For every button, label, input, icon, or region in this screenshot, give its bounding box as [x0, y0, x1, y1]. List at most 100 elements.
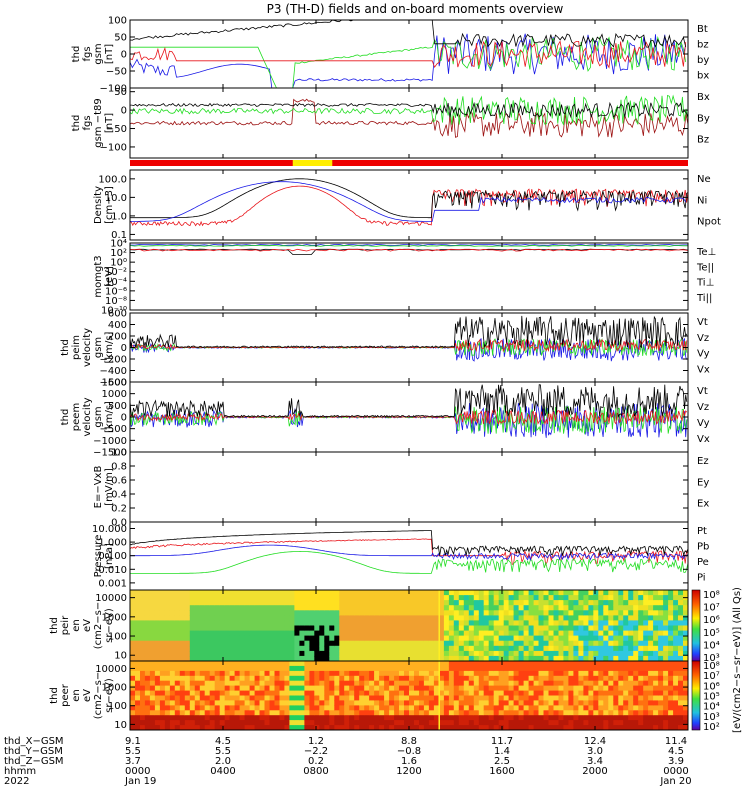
y-tick-label: 1000: [102, 389, 127, 400]
spectrogram-cell: [229, 695, 236, 701]
spectrogram-cell: [658, 725, 664, 730]
spectrogram-cell: [244, 615, 251, 622]
y-axis-label: [cm−3]: [104, 186, 115, 224]
spectrogram-cell: [523, 710, 530, 716]
spectrogram-cell: [453, 700, 460, 706]
spectrogram-cell: [448, 685, 455, 692]
spectrogram-cell: [309, 615, 315, 622]
spectrogram-cell: [399, 600, 405, 606]
spectrogram-cell: [184, 715, 191, 721]
spectrogram-cell: [339, 615, 345, 622]
spectrogram-cell: [259, 665, 266, 672]
spectrogram-cell: [568, 715, 574, 721]
spectrogram-cell: [503, 590, 510, 596]
spectrogram-cell: [458, 690, 465, 697]
spectrogram-cell: [394, 675, 400, 682]
spectrogram-cell: [453, 661, 460, 667]
y-tick-label: 0.8: [111, 462, 127, 473]
spectrogram-cell: [169, 685, 176, 692]
spectrogram-cell: [249, 590, 256, 596]
spectrogram-cell: [354, 625, 360, 632]
spectrogram-cell: [359, 620, 365, 627]
spectrogram-cell: [144, 675, 151, 682]
spectrogram-cell: [493, 725, 500, 730]
spectrogram-cell: [613, 630, 619, 637]
spectrogram-cell: [404, 665, 410, 672]
spectrogram-cell: [249, 615, 256, 622]
spectrogram-cell: [513, 600, 520, 606]
spectrogram-cell: [419, 655, 425, 661]
spectrogram-cell: [314, 661, 320, 667]
spectrogram-cell: [204, 665, 211, 672]
spectrogram-cell: [389, 590, 395, 596]
spectrogram-cell: [588, 605, 594, 611]
spectrogram-cell: [533, 615, 540, 622]
spectrogram-cell: [189, 605, 196, 611]
spectrogram-cell: [164, 715, 171, 721]
spectrogram-cell: [578, 600, 584, 606]
spectrogram-cell: [269, 700, 276, 706]
spectrogram-cell: [389, 655, 395, 661]
y-tick-label: 100: [108, 16, 127, 27]
spectrogram-cell: [234, 670, 241, 677]
spectrogram-cell: [638, 610, 644, 616]
spectrogram-cell: [528, 650, 535, 657]
spectrogram-cell: [503, 630, 510, 637]
spectrogram-cell: [463, 615, 470, 622]
spectrogram-cell: [319, 630, 325, 637]
spectrogram-cell: [513, 700, 520, 706]
spectrogram-cell: [428, 680, 435, 687]
spectrogram-cell: [394, 685, 400, 692]
spectrogram-cell: [214, 675, 221, 682]
spectrogram-cell: [513, 640, 520, 647]
spectrogram-cell: [184, 690, 191, 697]
spectrogram-cell: [558, 675, 565, 682]
spectrogram-cell: [189, 635, 196, 642]
spectrogram-cell: [364, 680, 370, 687]
spectrogram-cell: [354, 635, 360, 642]
spectrogram-cell: [643, 650, 649, 657]
spectrogram-cell: [409, 630, 415, 637]
spectrogram-cell: [543, 620, 550, 627]
spectrogram-cell: [379, 680, 385, 687]
spectrogram-cell: [508, 665, 515, 672]
spectrogram-cell: [473, 675, 480, 682]
spectrogram-cell: [658, 695, 664, 701]
spectrogram-cell: [593, 640, 599, 647]
spectrogram-cell: [274, 725, 281, 730]
spectrogram-cell: [568, 680, 574, 687]
y-tick-label: −50: [106, 67, 127, 78]
spectrogram-cell: [633, 595, 639, 601]
spectrogram-cell: [359, 690, 365, 697]
spectrogram-cell: [433, 670, 440, 677]
spectrogram-cell: [448, 640, 455, 647]
spectrogram-cell: [299, 595, 305, 601]
spectrogram-cell: [409, 645, 415, 652]
spectrogram-cell: [259, 635, 266, 642]
spectrogram-cell: [588, 710, 594, 716]
spectrogram-cell: [204, 635, 211, 642]
spectrogram-cell: [493, 650, 500, 657]
spectrogram-cell: [573, 680, 579, 687]
spectrogram-cell: [344, 635, 350, 642]
spectrogram-cell: [204, 710, 211, 716]
spectrogram-cell: [533, 620, 540, 627]
spectrogram-cell: [399, 680, 405, 687]
spectrogram-cell: [394, 595, 400, 601]
spectrogram-cell: [135, 625, 141, 632]
series-Bx: [130, 101, 688, 119]
spectrogram-cell: [583, 645, 589, 652]
spectrogram-cell: [269, 715, 276, 721]
spectrogram-cell: [409, 695, 415, 701]
spectrogram-cell: [578, 715, 584, 721]
spectrogram-cell: [593, 700, 599, 706]
spectrogram-cell: [394, 720, 400, 726]
spectrogram-cell: [204, 600, 211, 606]
spectrogram-cell: [678, 710, 684, 716]
spectrogram-cell: [274, 680, 281, 687]
spectrogram-cell: [384, 635, 390, 642]
y-tick-label: 10²: [110, 248, 127, 259]
legend-Ne: Ne: [697, 174, 711, 185]
spectrogram-cell: [538, 655, 545, 661]
spectrogram-cell: [583, 665, 589, 672]
